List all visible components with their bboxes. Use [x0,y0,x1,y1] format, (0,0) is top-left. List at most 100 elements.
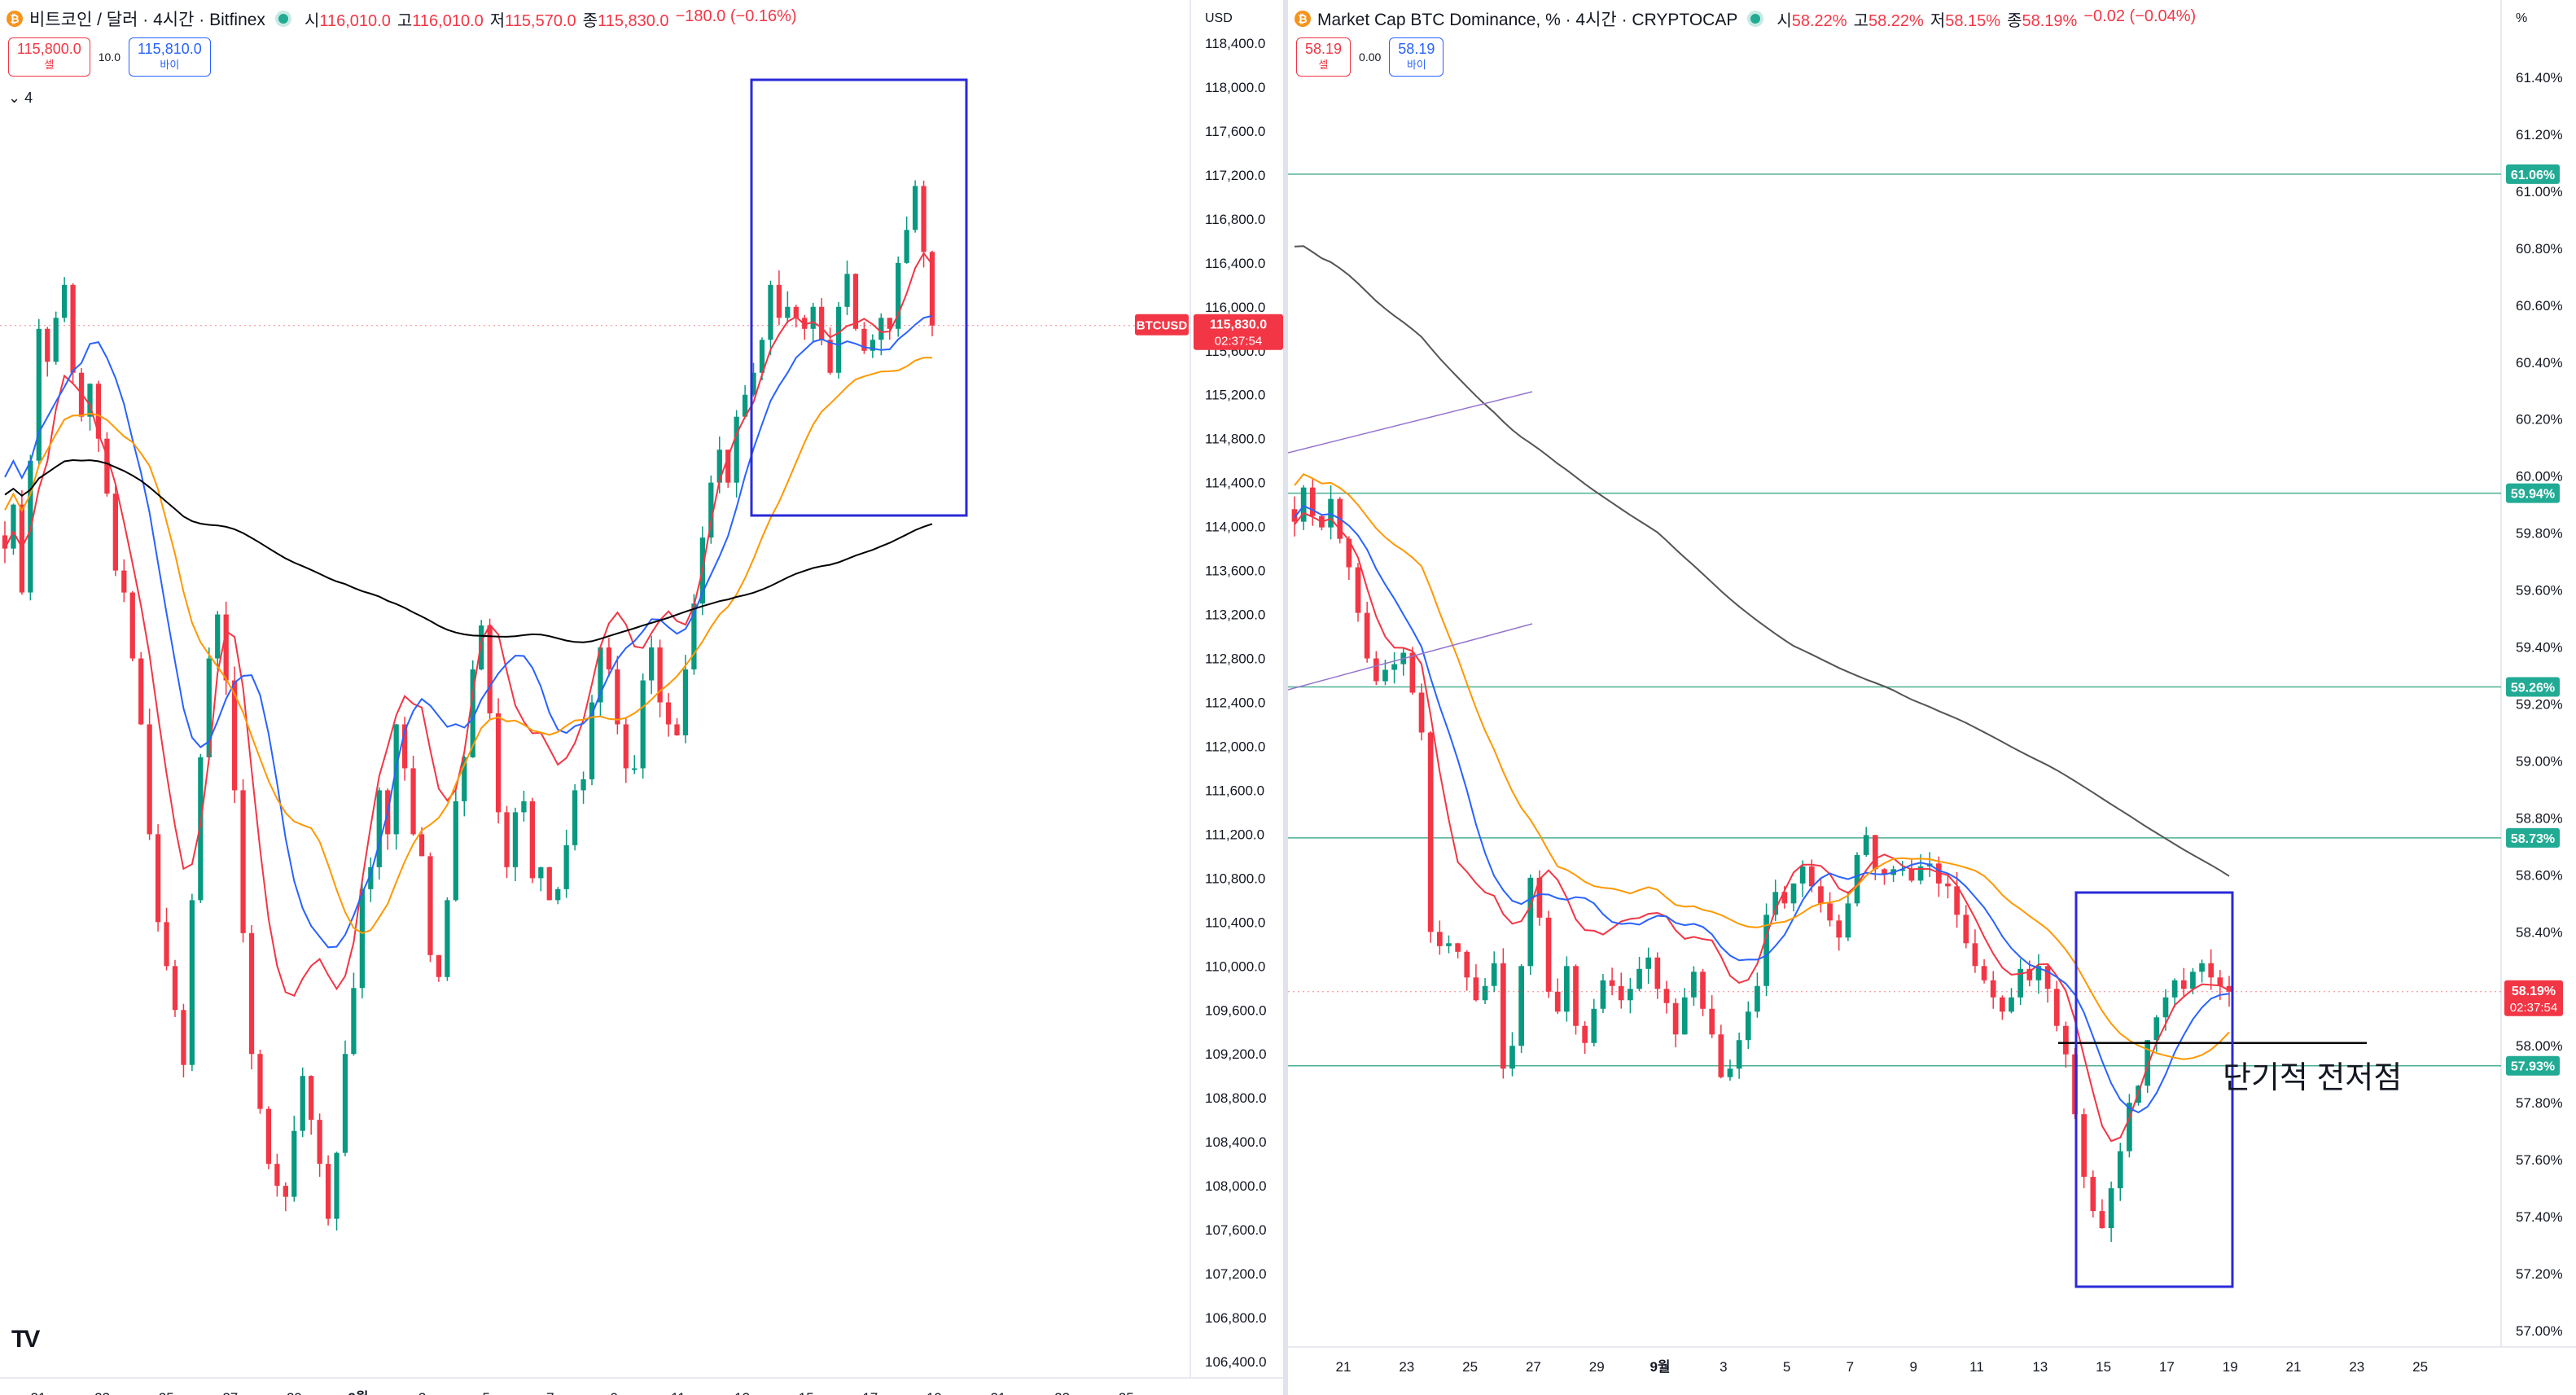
dominance-chart-panel[interactable]: % 61.40% 61.20% 61.00% 60.80% 60.60% 60.40% 60.… [1288,0,2576,1395]
sell-button[interactable]: 115,800.0 셀 [8,37,90,77]
btc-chart-panel[interactable]: USD 118,400.0 118,000.0 117,600.0 117,200.0 1… [0,0,1283,1395]
candle-body [1545,917,1552,992]
time-tick-label: 23 [1399,1359,1414,1375]
level-price-tag [2506,164,2560,184]
candle-body [1681,997,1688,1035]
time-tick-label: 5 [482,1390,489,1395]
indicator-toggle[interactable]: ⌄ 4 [8,90,33,106]
candle [2063,1021,2069,1068]
price-tick-label: 113,200.0 [1205,608,1265,623]
candle [198,753,204,903]
market-status-icon[interactable] [278,14,288,24]
candle [2180,967,2187,997]
candle-body [2,535,8,549]
btc-price-chart[interactable]: USD 118,400.0 118,000.0 117,600.0 117,200.0 1… [0,0,1283,1395]
candle [1691,966,1697,1007]
candle [1981,959,1987,984]
candle-body [1446,943,1452,946]
sell-button[interactable]: 58.19 셀 [1296,37,1352,77]
candle-body [121,570,127,593]
price-tick-label: 60.20% [2516,412,2563,428]
candle-body [1836,920,1842,938]
candle [1527,874,1534,976]
candle [376,787,382,880]
level-price-tag-label: 59.94% [2511,488,2555,502]
candle-body [640,680,646,769]
market-status-icon[interactable] [1750,14,1761,24]
time-tick-label: 25 [159,1390,174,1395]
candle [538,866,544,892]
candle [410,756,416,836]
candle [487,618,493,720]
candle-body [1427,732,1434,932]
candle [1373,651,1379,686]
candle-body [802,318,808,329]
candle [1745,1001,1751,1050]
candle [334,1152,340,1231]
candle-body [546,866,552,901]
candle [572,783,578,851]
candle [776,270,782,326]
currency-label: % [2516,11,2527,25]
time-tick-label: 9 [1909,1359,1917,1375]
time-tick-label: 17 [2159,1359,2175,1375]
buy-button[interactable]: 58.19 바이 [1389,37,1444,77]
candle-body [393,724,399,835]
price-tick-label: 116,000.0 [1205,300,1265,315]
candle [1890,866,1896,882]
level-price-tag [2506,677,2560,697]
candle-body [929,252,935,326]
candle [401,717,408,781]
candle-body [682,669,689,735]
panel-divider[interactable] [1283,0,1288,1395]
candle [1718,1024,1724,1079]
candle-body [172,966,178,1011]
left-symbol-title[interactable]: 비트코인 / 달러 · 4시간 · Bitfinex [29,11,265,29]
candle-body [810,306,816,329]
candle-body [1882,869,1887,875]
candle-body [2226,985,2232,992]
candle-body [759,340,765,373]
candle [1418,683,1425,741]
tradingview-logo-icon[interactable]: TV [11,1326,40,1353]
candle-body [1582,1025,1588,1043]
candle [734,410,739,498]
time-tick-label: 13 [2032,1359,2048,1375]
buy-button[interactable]: 115,810.0 바이 [129,37,211,77]
candle-body [861,328,867,351]
candle-body [495,713,502,813]
moving-average-line [4,314,933,949]
candle [1755,972,1760,1018]
time-tick-label: 23 [1054,1390,1070,1395]
candle [1628,977,1633,1014]
time-tick-label: 5 [1783,1359,1790,1375]
candle [172,959,178,1017]
candle-body [104,438,110,494]
right-symbol-title[interactable]: Market Cap BTC Dominance, % · 4시간 · CRYP… [1317,11,1738,29]
candle-body [521,801,527,813]
candle-body [1482,985,1488,1001]
btc-dominance-chart[interactable]: % 61.40% 61.20% 61.00% 60.80% 60.60% 60.40% 60.… [1288,0,2576,1395]
candle-body [283,1186,288,1197]
candle [1391,651,1397,684]
candle [1609,967,1615,996]
candle-body [623,724,629,769]
candle [1582,1021,1588,1055]
moving-average-line [4,357,933,935]
candle [1446,935,1452,954]
candle [768,280,773,356]
price-tick-label: 61.40% [2516,70,2563,86]
moving-average-line [1294,245,2230,877]
candle-body [87,384,93,417]
moving-average-line [1294,472,2230,1060]
candle-body [615,669,620,725]
candle-body [1908,869,1915,881]
candle-body [606,647,612,670]
short-term-low-annotation: 단기적 전저점 [2223,1061,2403,1095]
candle [1945,874,1951,899]
level-price-tag [2506,483,2560,503]
candle [716,436,722,494]
candle-body [62,284,68,318]
candle [2000,995,2005,1020]
candle [1954,871,1960,928]
